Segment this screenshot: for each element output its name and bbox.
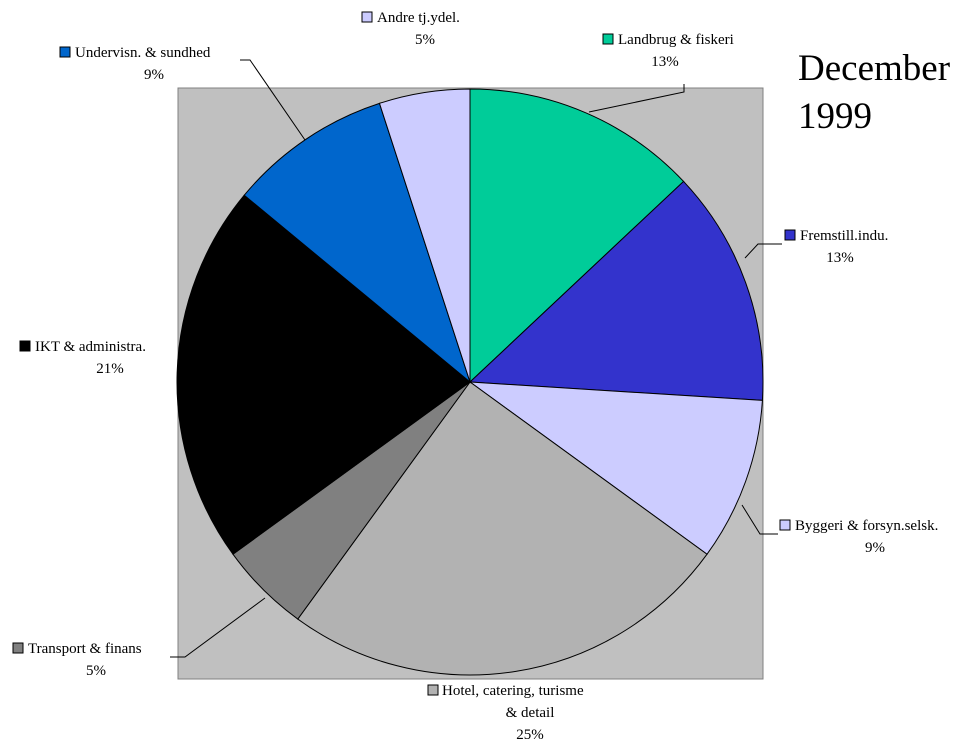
pie-slice — [469, 88, 685, 384]
slice-label: & detail — [506, 705, 555, 721]
chart-title-line: 1999 — [798, 96, 872, 137]
leader-line — [588, 84, 685, 113]
pie-slice — [378, 88, 471, 383]
leader-lines — [170, 59, 782, 658]
slice-label: Transport & finans — [28, 641, 142, 657]
slice-label: Fremstill.indu. — [800, 228, 888, 244]
slice-percent-label: 21% — [96, 361, 124, 377]
pie-slice — [297, 381, 708, 676]
legend-swatch — [427, 684, 439, 696]
slice-label: Undervisn. & sundhed — [75, 45, 211, 61]
legend-swatch — [602, 33, 614, 45]
slice-percent-label: 9% — [144, 67, 164, 83]
slice-percent-label: 9% — [865, 540, 885, 556]
legend-swatch — [784, 229, 796, 241]
leader-line — [744, 243, 782, 259]
slice-label: Landbrug & fiskeri — [618, 32, 734, 48]
legend-swatch — [779, 519, 791, 531]
slice-percent-label: 5% — [415, 32, 435, 48]
slice-percent-label: 5% — [86, 663, 106, 679]
pie-slice — [468, 180, 764, 401]
slice-percent-label: 25% — [516, 727, 544, 743]
leader-line — [170, 597, 266, 658]
pie-slice — [176, 194, 471, 555]
pie-slice — [468, 381, 763, 555]
pie-slices — [176, 88, 764, 676]
slice-percent-label: 13% — [826, 250, 854, 266]
slice-label: Andre tj.ydel. — [377, 10, 460, 26]
slice-percent-label: 13% — [651, 54, 679, 70]
legend-swatch — [361, 11, 373, 23]
slice-label: IKT & administra. — [35, 339, 146, 355]
legend-swatch — [59, 46, 71, 58]
leader-line — [240, 59, 306, 141]
chart-title-line: December — [798, 48, 950, 89]
chart-title: December 1999 — [798, 48, 959, 137]
slice-labels: Landbrug & fiskeri 13% Fremstill.indu. 13% B… — [12, 10, 938, 743]
legend-swatch — [19, 340, 31, 352]
slice-label: Byggeri & forsyn.selsk. — [795, 518, 938, 534]
leader-line — [741, 504, 778, 535]
slice-label: Hotel, catering, turisme — [442, 683, 584, 699]
legend-swatch — [12, 642, 24, 654]
